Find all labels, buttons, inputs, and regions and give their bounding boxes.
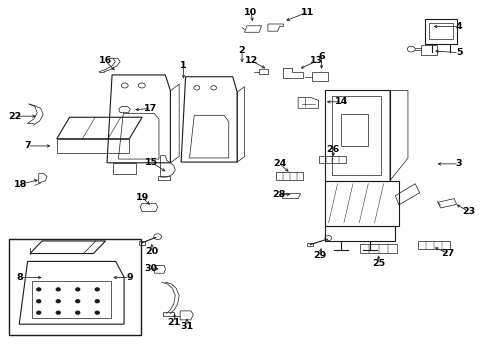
Circle shape — [76, 311, 80, 314]
Text: 25: 25 — [371, 259, 385, 268]
Circle shape — [95, 288, 99, 291]
Text: 6: 6 — [318, 52, 324, 61]
Text: 21: 21 — [167, 318, 180, 327]
Text: 1: 1 — [180, 61, 186, 70]
Circle shape — [56, 300, 60, 303]
Text: 5: 5 — [455, 48, 461, 57]
Text: 27: 27 — [441, 249, 454, 258]
Text: 19: 19 — [135, 193, 148, 202]
Text: 3: 3 — [455, 159, 461, 168]
Circle shape — [37, 300, 41, 303]
Text: 11: 11 — [301, 8, 314, 17]
Circle shape — [37, 311, 41, 314]
Text: 22: 22 — [9, 112, 22, 121]
Text: 23: 23 — [461, 207, 474, 216]
Circle shape — [95, 311, 99, 314]
Text: 2: 2 — [238, 46, 245, 55]
Text: 18: 18 — [14, 180, 27, 189]
Text: 12: 12 — [244, 57, 258, 66]
Text: 20: 20 — [145, 247, 158, 256]
Text: 31: 31 — [180, 322, 193, 331]
Text: 24: 24 — [272, 159, 285, 168]
Text: 8: 8 — [17, 273, 23, 282]
Bar — [9, 239, 141, 335]
Circle shape — [56, 311, 60, 314]
Circle shape — [95, 300, 99, 303]
Circle shape — [37, 288, 41, 291]
Text: 4: 4 — [455, 22, 462, 31]
Text: 17: 17 — [144, 104, 157, 113]
Circle shape — [76, 288, 80, 291]
Text: 9: 9 — [126, 273, 133, 282]
Circle shape — [76, 300, 80, 303]
Text: 30: 30 — [144, 265, 157, 274]
Text: 29: 29 — [313, 251, 326, 260]
Circle shape — [56, 288, 60, 291]
Text: 16: 16 — [99, 57, 112, 66]
Text: 13: 13 — [309, 57, 323, 66]
Text: 26: 26 — [326, 145, 339, 154]
Text: 28: 28 — [271, 190, 285, 199]
Text: 10: 10 — [244, 8, 257, 17]
Text: 15: 15 — [145, 158, 158, 167]
Text: 7: 7 — [24, 141, 31, 150]
Text: 14: 14 — [335, 97, 348, 106]
